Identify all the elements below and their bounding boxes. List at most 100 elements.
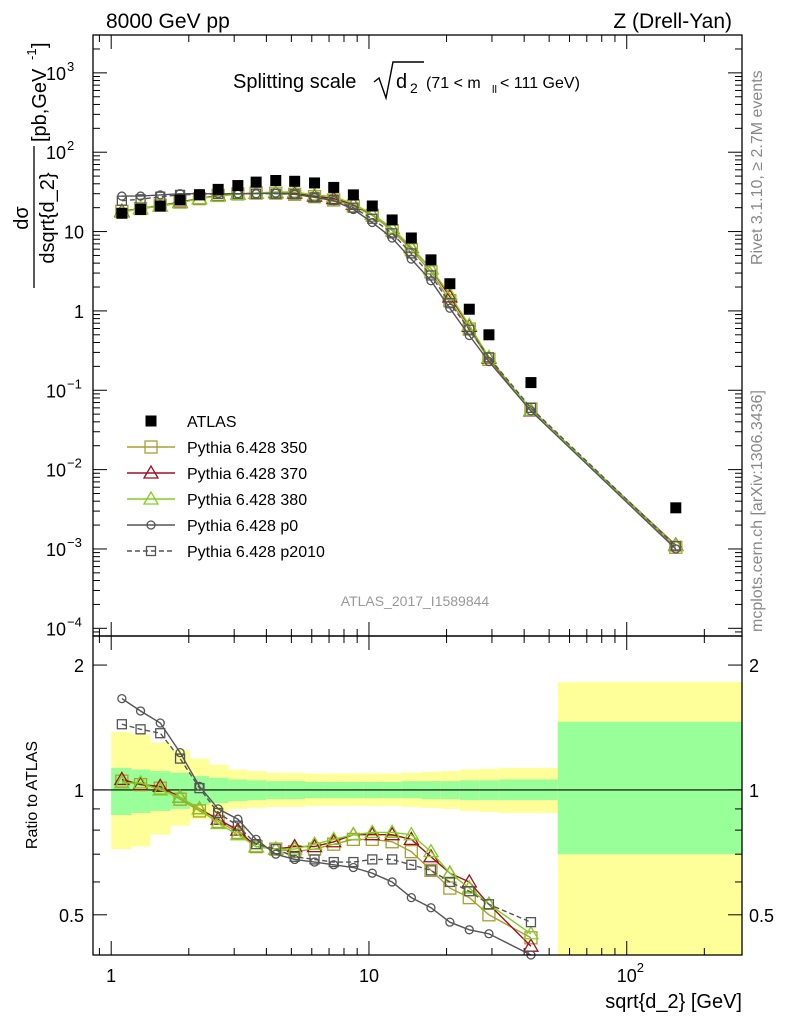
- main-series-2-line: [121, 191, 677, 547]
- ratio-series-3-point-0: [117, 693, 127, 704]
- main-series-5-point-1: [135, 203, 147, 215]
- main-ytick-label-5: 10: [46, 461, 66, 481]
- title-range-sub: ll: [492, 84, 497, 96]
- main-ylabel: dσ dsqrt{d_2} [pb,GeV -1 ]: [11, 42, 59, 288]
- ratio-ytick-label-right-2: 0.5: [749, 906, 774, 926]
- main-series-5-point-5: [212, 183, 224, 195]
- ratio-series-4-point-1: [135, 724, 146, 735]
- ratio-series-4-point-3: [174, 753, 186, 764]
- main-series-5-point-8: [270, 175, 282, 187]
- legend-label-4: Pythia 6.428 p0: [187, 518, 298, 535]
- main-series-5-point-10: [309, 177, 321, 189]
- legend-label-2: Pythia 6.428 370: [187, 466, 307, 483]
- main-series-5-point-2: [154, 200, 166, 212]
- ratio-series-3-point-12: [348, 862, 359, 873]
- main-series-4-point-0: [116, 195, 128, 206]
- legend-marker-0: [145, 415, 157, 427]
- main-ytick-exp-1: 2: [67, 138, 74, 153]
- main-series-5-point-13: [366, 200, 378, 212]
- title-sqrt-sub: 2: [410, 80, 418, 96]
- ratio-series-1-point-2: [152, 778, 169, 793]
- ratio-series-3-point-18: [464, 925, 474, 935]
- xtick-label-exp-2: 2: [637, 960, 644, 975]
- ratio-series-2-point-1: [132, 774, 149, 789]
- mcplots-label: mcplots.cern.ch [arXiv:1306.3436]: [749, 390, 766, 632]
- ratio-xlabel: sqrt{d_2} [GeV]: [605, 991, 742, 1013]
- header-right: Z (Drell-Yan): [613, 10, 732, 33]
- main-data-marks: [113, 175, 684, 554]
- ratio-series-4-point-7: [250, 839, 262, 850]
- panel-frames: [92, 34, 743, 956]
- ratio-series-0-point-3: [173, 792, 187, 806]
- main-series-4-point-7: [250, 188, 262, 199]
- ratio-series-3-point-14: [387, 877, 397, 887]
- ratio-series-2-point-0: [113, 774, 130, 789]
- ratio-series-4-point-19: [483, 899, 495, 910]
- main-series-4-point-11: [328, 194, 339, 206]
- ratio-uncertainty-bands: [93, 682, 742, 955]
- main-series-2-point-9: [286, 183, 303, 198]
- band-green-21: [557, 721, 742, 855]
- main-series-5-point-16: [425, 254, 437, 266]
- ratio-series-0-point-14: [385, 835, 399, 849]
- ratio-series-4-point-14: [386, 854, 398, 865]
- main-series-2-point-13: [364, 206, 381, 220]
- ratio-series-2-point-9: [286, 840, 303, 855]
- main-series-5-point-21: [670, 502, 682, 514]
- ratio-series-2-point-5: [210, 815, 227, 830]
- ratio-series-4-point-8: [270, 843, 281, 855]
- ratio-series-4-point-17: [444, 876, 456, 888]
- ylabel-unit-sup: -1: [24, 48, 39, 60]
- ratio-series-4-point-20: [525, 917, 537, 928]
- ratio-series-2-point-20: [522, 925, 540, 940]
- ratio-series-3-line: [121, 698, 532, 956]
- legend-marker-1: [144, 440, 158, 454]
- legend-label-1: Pythia 6.428 350: [187, 440, 307, 457]
- ratio-series-2-point-17: [441, 864, 459, 879]
- main-series-5-point-11: [328, 181, 340, 193]
- main-series-4-point-13: [367, 213, 378, 224]
- ratio-series-4-point-0: [116, 719, 128, 730]
- main-series-4-point-15: [406, 248, 417, 259]
- ratio-series-4-point-4: [194, 782, 205, 794]
- ratio-ytick-label-1: 1: [74, 781, 84, 801]
- legend-label-0: ATLAS: [187, 414, 237, 431]
- ratio-series-2-point-4: [191, 800, 208, 815]
- ratio-series-3-point-6: [233, 814, 243, 824]
- ratio-series-2-point-10: [306, 835, 323, 850]
- main-series-4-point-14: [386, 228, 398, 239]
- ratio-series-4-point-11: [328, 856, 339, 868]
- main-series-2-point-10: [306, 186, 323, 201]
- title-sqrt-var: d: [396, 71, 407, 93]
- main-series-4-line: [121, 193, 677, 547]
- ratio-series-4-point-13: [367, 854, 378, 865]
- ratio-series-3-point-13: [367, 868, 377, 878]
- ratio-series-2-point-6: [229, 826, 246, 841]
- main-ytick-exp-7: −4: [67, 614, 82, 629]
- title-main: Splitting scale: [233, 71, 356, 93]
- ratio-series-4-point-18: [464, 886, 475, 897]
- main-series-5-point-0: [116, 207, 128, 219]
- main-series-4-point-16: [425, 270, 437, 281]
- ratio-series-1-point-0: [113, 771, 130, 786]
- main-series-4-point-10: [309, 192, 320, 203]
- legend-label-5: Pythia 6.428 p2010: [187, 544, 325, 561]
- main-ytick-exp-6: −3: [67, 535, 82, 550]
- main-series-4-point-19: [483, 352, 495, 363]
- main-series-5-point-6: [232, 180, 244, 192]
- main-series-5-point-3: [174, 194, 186, 206]
- main-ytick-exp-4: −1: [67, 376, 82, 391]
- ratio-ylabel: Ratio to ATLAS: [24, 741, 41, 849]
- ratio-series-2-point-11: [325, 831, 342, 846]
- main-series-2-point-16: [422, 260, 440, 275]
- ratio-series-4-point-2: [155, 728, 166, 739]
- ratio-series-3-point-17: [445, 917, 455, 927]
- legend-marker-4: [146, 520, 156, 530]
- main-ytick-label-0: 10: [46, 64, 66, 84]
- main-ytick-label-1: 10: [46, 143, 66, 163]
- main-series-5-point-4: [193, 189, 205, 201]
- ratio-series-1-point-14: [384, 826, 401, 841]
- ratio-series-2-point-2: [152, 781, 169, 796]
- legend-label-3: Pythia 6.428 380: [187, 492, 307, 509]
- ratio-series-0-point-16: [424, 863, 438, 877]
